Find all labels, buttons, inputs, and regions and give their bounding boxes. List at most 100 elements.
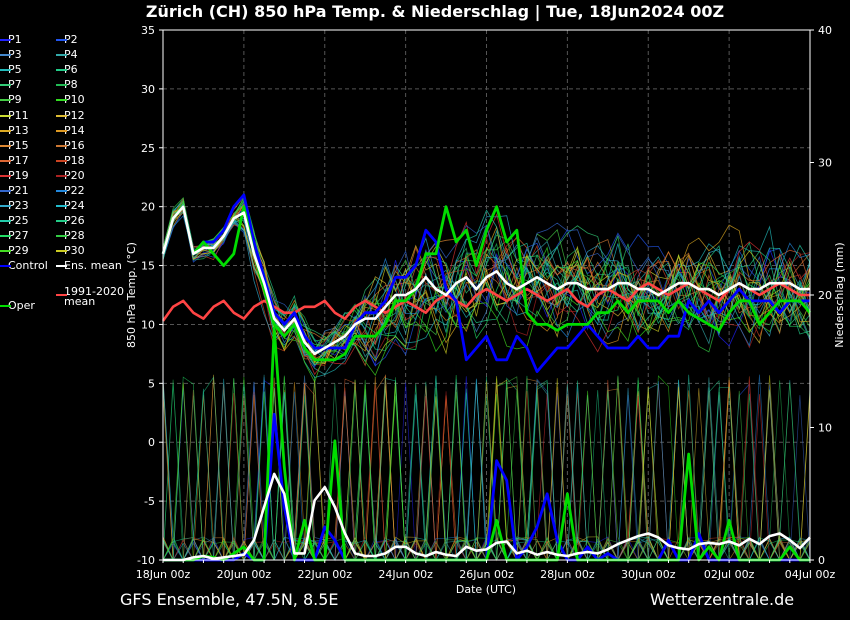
legend-swatch <box>0 114 11 117</box>
legend-item-p28: P28 <box>56 228 85 243</box>
legend-swatch <box>0 54 11 57</box>
y2-tick-label: 40 <box>818 24 832 37</box>
legend-item-p8: P8 <box>56 77 78 92</box>
axis-layer: -10 -5 0 5 10 15 20 25 30 35 0 10 20 30 40 18Jun 00z 20J… <box>136 24 836 581</box>
legend-item-p11: P11 <box>0 108 29 123</box>
legend-swatch <box>56 129 67 132</box>
legend-label: P24 <box>64 199 85 213</box>
legend-swatch <box>56 114 67 117</box>
legend-label: P30 <box>64 244 85 258</box>
legend-swatch <box>0 129 11 132</box>
legend-item-p30: P30 <box>56 243 85 258</box>
legend-item-p27: P27 <box>0 228 29 243</box>
y2-axis-label: Niederschlag (mm) <box>833 242 846 347</box>
legend-item-p24: P24 <box>56 198 85 213</box>
legend-label: P2 <box>64 33 78 46</box>
legend-item-p12: P12 <box>56 108 85 123</box>
legend-label: P7 <box>8 78 22 92</box>
legend-label: P12 <box>64 108 85 122</box>
legend-item-p25: P25 <box>0 213 29 228</box>
grid-layer <box>163 30 810 560</box>
legend-item-p9: P9 <box>0 92 22 107</box>
legend-swatch <box>0 84 11 87</box>
legend-item-p15: P15 <box>0 138 29 153</box>
ensemble-members-layer <box>162 192 811 562</box>
y-tick-label: 0 <box>148 436 155 449</box>
y-tick-label: 35 <box>141 24 155 37</box>
legend-swatch <box>0 99 11 102</box>
x-tick-label: 22Jun 00z <box>298 568 353 581</box>
legend-label: P9 <box>8 93 22 107</box>
legend-item-control: Control <box>0 258 48 273</box>
x-tick-label: 24Jun 00z <box>378 568 433 581</box>
legend-label: P8 <box>64 78 78 92</box>
x-tick-label: 04Jul 00z <box>785 568 836 581</box>
y-tick-label: 15 <box>141 260 155 273</box>
legend-swatch <box>0 174 11 177</box>
legend-label: Ens. mean <box>64 259 122 272</box>
member-temp-line <box>162 203 811 357</box>
y-tick-label: 30 <box>141 83 155 96</box>
x-tick-label: 30Jun 00z <box>621 568 676 581</box>
series-ens-mean <box>161 205 810 356</box>
legend-item-p10: P10 <box>56 92 85 107</box>
y2-tick-label: 10 <box>818 422 832 435</box>
x-axis-label: Date (UTC) <box>456 583 516 596</box>
legend-item-p16: P16 <box>56 138 85 153</box>
legend-item-p20: P20 <box>56 168 85 183</box>
legend-label: P23 <box>8 199 29 213</box>
legend-label: Control <box>8 259 48 272</box>
legend-item-p3: P3 <box>0 47 22 62</box>
legend-item-p14: P14 <box>56 123 85 138</box>
legend-swatch <box>0 159 11 162</box>
legend-swatch <box>56 159 67 162</box>
legend-swatch <box>56 54 67 57</box>
series-ens-mean-precip <box>163 472 811 562</box>
legend-item-oper: Oper <box>0 298 35 313</box>
legend-swatch <box>0 144 11 147</box>
legend-label: P3 <box>8 48 22 62</box>
legend-swatch <box>0 235 11 238</box>
x-tick-label: 26Jun 00z <box>459 568 514 581</box>
legend-swatch <box>56 69 67 72</box>
legend-item-p5: P5 <box>0 62 22 77</box>
legend-label: P19 <box>8 168 29 182</box>
footer-brand: Wetterzentrale.de <box>650 590 795 609</box>
legend-item-p1: P1 <box>0 32 22 47</box>
legend-swatch <box>56 265 67 267</box>
legend-swatch <box>56 39 67 41</box>
legend-item-p18: P18 <box>56 153 85 168</box>
legend-label: P11 <box>8 108 29 122</box>
legend-item-p13: P13 <box>0 123 29 138</box>
series-oper <box>161 205 812 362</box>
legend-label: P20 <box>64 168 85 182</box>
legend-label: P14 <box>64 123 85 137</box>
legend-label: P29 <box>8 244 29 258</box>
legend-item-p26: P26 <box>56 213 85 228</box>
legend-label: Oper <box>8 299 35 312</box>
legend-swatch <box>56 84 67 87</box>
legend-item-p17: P17 <box>0 153 29 168</box>
legend-item-p23: P23 <box>0 198 29 213</box>
legend-swatch <box>56 144 67 147</box>
x-tick-label: 28Jun 00z <box>540 568 595 581</box>
member-temp-line <box>162 202 811 356</box>
x-tick-label: 18Jun 00z <box>136 568 191 581</box>
legend-label: P26 <box>64 214 85 228</box>
chart-title: Zürich (CH) 850 hPa Temp. & Niederschlag… <box>145 2 725 21</box>
legend-label: P16 <box>64 138 85 152</box>
legend-swatch <box>56 99 67 102</box>
legend-item-p7: P7 <box>0 77 22 92</box>
y-tick-label: 10 <box>141 318 155 331</box>
y-tick-label: 20 <box>141 201 155 214</box>
legend-label: P5 <box>8 63 22 77</box>
y-axis-label: 850 hPa Temp. (°C) <box>125 242 138 348</box>
legend-swatch <box>0 250 11 253</box>
legend-label: P17 <box>8 153 29 167</box>
legend-label: P25 <box>8 214 29 228</box>
legend-item-p29: P29 <box>0 243 29 258</box>
legend-label: P18 <box>64 153 85 167</box>
legend-swatch <box>56 235 67 238</box>
legend-item-p19: P19 <box>0 168 29 183</box>
